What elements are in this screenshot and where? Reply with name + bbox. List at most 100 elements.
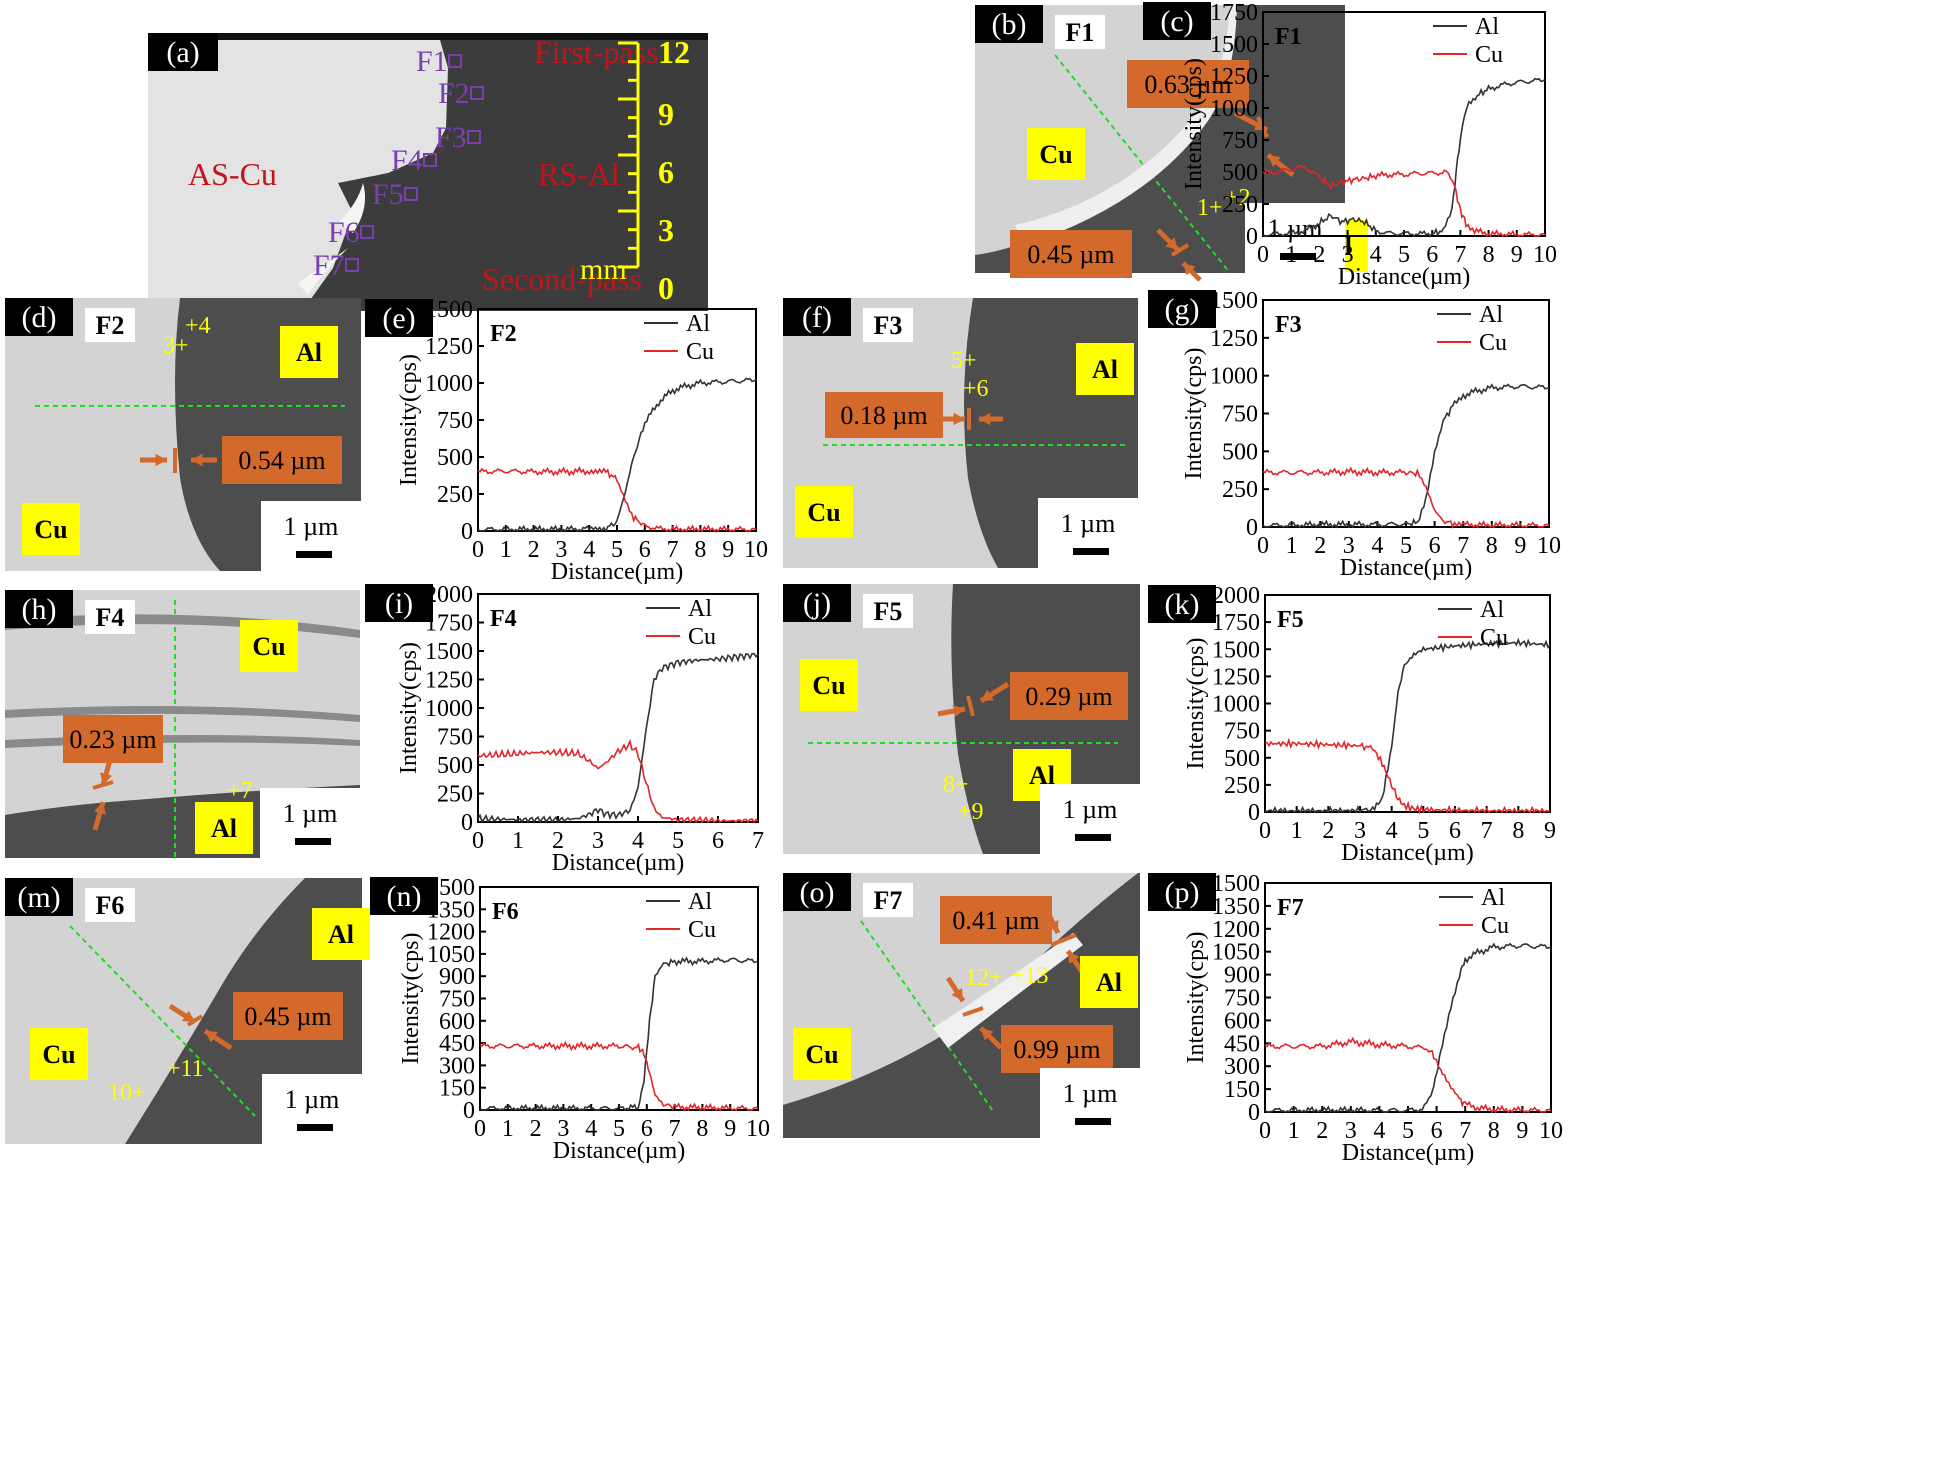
- y-tick-label: 300: [439, 1053, 475, 1079]
- scale-tick-label: 9: [658, 96, 674, 132]
- sem-panel-1: 0.63 µm0.45 µmCuAl1++2(b)F11 µm: [975, 5, 1368, 282]
- cu-material-box: [793, 1028, 851, 1080]
- frame-marker: [345, 258, 359, 272]
- y-tick-label: 1000: [425, 371, 473, 397]
- arrow-a-head: [100, 772, 113, 785]
- x-tick-label: 8: [1488, 1118, 1500, 1144]
- x-tick-label: 1: [512, 828, 524, 854]
- tick-a: [1050, 933, 1077, 947]
- cu-material-box: [30, 1028, 88, 1080]
- y-tick-label: 0: [1248, 1100, 1260, 1126]
- arrow-a-head: [155, 453, 167, 467]
- x-tick-label: 7: [1454, 242, 1466, 268]
- x-tick-label: 6: [641, 1116, 653, 1142]
- legend-label: Cu: [1475, 42, 1503, 68]
- x-tick-label: 3: [555, 537, 567, 563]
- series-line-cu: [477, 738, 759, 824]
- legend-label: Al: [688, 596, 712, 622]
- legend-label: Al: [688, 889, 712, 915]
- thickness-041: 0.41 µm: [952, 906, 1039, 935]
- al-material-box: [195, 802, 253, 854]
- point-9: +9: [958, 799, 984, 825]
- scale-bar-bg: [260, 788, 360, 858]
- arrow-d-head: [981, 1028, 994, 1041]
- chart-panel-3: 0 1 2 3 4 5 6 7 8 9 10 0 250 500 750 1000 1250 1500 Distan…: [1148, 288, 1569, 585]
- y-tick-label: 750: [1222, 128, 1258, 154]
- y-tick-label: 500: [437, 445, 473, 471]
- y-tick-label: 1350: [1212, 894, 1260, 920]
- point-12: 12+: [965, 965, 1003, 991]
- chart-panel-7-svg: 0 1 2 3 4 5 6 7 8 9 100150300450600750900105012001…: [1148, 871, 1563, 1166]
- point-11: +11: [167, 1056, 204, 1082]
- cu-material-box: [240, 620, 298, 672]
- x-tick-label: 0: [1257, 533, 1269, 559]
- x-tick-label: 5: [1400, 533, 1412, 559]
- y-tick-label: 300: [1224, 1054, 1260, 1080]
- chart-panel-4: 0 1 2 3 4 5 6 7 0 250 500 750 1000 1250 1500 1750 2000 Di…: [365, 582, 778, 880]
- x-tick-label: 4: [585, 1116, 597, 1142]
- series-line-al: [1262, 77, 1546, 238]
- cu-material-box: [800, 659, 858, 711]
- thickness-099: 0.99 µm: [1013, 1035, 1100, 1064]
- series-line-cu: [477, 465, 757, 533]
- frame-label-4: F4: [391, 144, 423, 177]
- chart-title: F4: [490, 606, 517, 632]
- x-axis-label: Distance(µm): [553, 1138, 685, 1164]
- x-tick-label: 10: [1533, 242, 1557, 268]
- y-tick-label: 1000: [1210, 96, 1258, 122]
- y-tick-label: 1000: [425, 696, 473, 722]
- chart-title: F6: [492, 899, 519, 925]
- scale-bar-bar: [1280, 253, 1316, 260]
- x-tick-label: 9: [1514, 533, 1526, 559]
- scale-bar-bg: [262, 1074, 362, 1144]
- series-line-cu: [1262, 466, 1550, 529]
- cu-material: Cu: [812, 671, 845, 700]
- sem-panel-label: (d): [22, 301, 57, 334]
- y-tick-label: 750: [437, 408, 473, 434]
- sem-panel-label: (h): [22, 593, 57, 626]
- cu-material: Cu: [34, 515, 67, 544]
- x-tick-label: 4: [1386, 818, 1398, 844]
- y-tick-label: 1500: [1212, 871, 1260, 897]
- y-tick-label: 1750: [1210, 0, 1258, 26]
- x-axis-label: Distance(µm): [1340, 555, 1472, 581]
- chart-label-bg: [1143, 2, 1211, 40]
- y-axis-label: Intensity(cps): [1181, 58, 1207, 190]
- scale-bar: 1 µm: [1061, 509, 1116, 538]
- tick-b: [962, 1006, 984, 1017]
- x-tick-label: 8: [1486, 533, 1498, 559]
- y-tick-label: 600: [1224, 1008, 1260, 1034]
- frame-tag: F7: [874, 886, 903, 915]
- frame-tag: F5: [874, 597, 903, 626]
- frame-tag: F6: [96, 891, 125, 920]
- x-tick-label: 1: [1285, 242, 1297, 268]
- scale-bar: 1 µm: [284, 512, 339, 541]
- sem-panel-label: (j): [803, 587, 831, 620]
- y-tick-label: 1250: [425, 668, 473, 694]
- scale-bar-bar: [297, 1124, 333, 1131]
- sem-panel-label: (m): [17, 881, 60, 914]
- interlayer: [1015, 5, 1237, 245]
- al-material: Al: [211, 814, 237, 843]
- x-tick-label: 5: [1398, 242, 1410, 268]
- y-tick-label: 2000: [1212, 583, 1260, 609]
- arrow-c-head: [951, 988, 963, 1001]
- y-tick-label: 450: [439, 1031, 475, 1057]
- series-line-al: [479, 956, 759, 1112]
- arrow-b-head: [981, 689, 994, 701]
- x-tick-label: 8: [694, 537, 706, 563]
- point-13: +13: [1011, 963, 1049, 989]
- cu-material-box: [1027, 128, 1085, 180]
- scale-bar: 1 µm: [1063, 795, 1118, 824]
- y-tick-label: 250: [1222, 477, 1258, 503]
- legend-label: Cu: [688, 917, 716, 943]
- y-axis-label: Intensity(cps): [1183, 932, 1209, 1064]
- thickness-023: 0.23 µm: [69, 725, 156, 754]
- thickness-045: 0.45 µm: [1027, 240, 1114, 269]
- y-tick-label: 1750: [1212, 610, 1260, 636]
- x-tick-label: 6: [1429, 533, 1441, 559]
- frame-tag-bg: [863, 883, 913, 917]
- thickness-041-box: [940, 896, 1052, 944]
- x-tick-label: 5: [672, 828, 684, 854]
- x-tick-label: 2: [530, 1116, 542, 1142]
